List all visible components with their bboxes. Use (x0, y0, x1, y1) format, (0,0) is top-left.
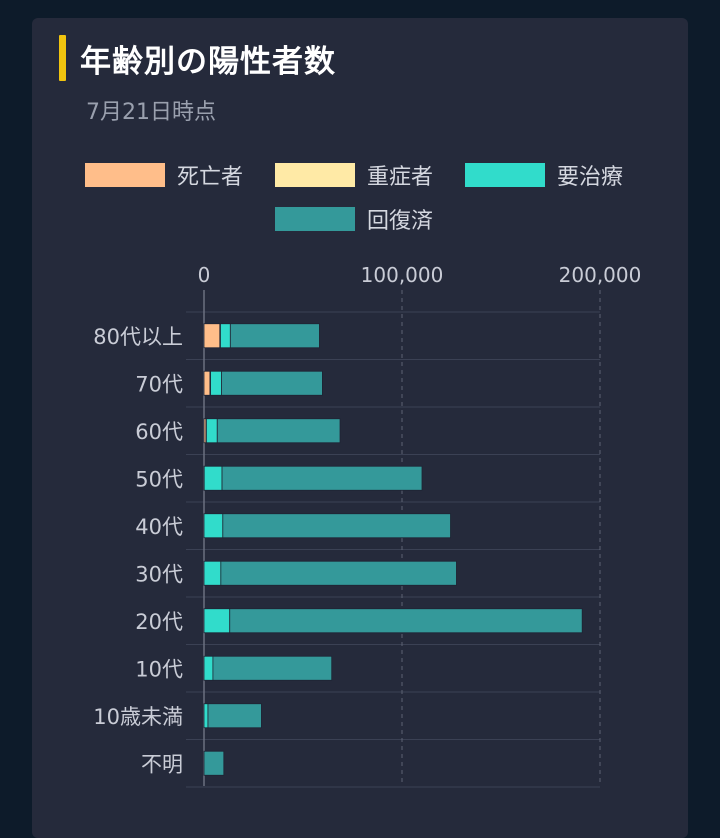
bar-segment (213, 656, 332, 680)
bar-segment (204, 609, 230, 633)
category-label: 70代 (135, 372, 183, 396)
bar-segment (204, 324, 220, 348)
bar-segment (222, 466, 422, 490)
bar-segment (204, 751, 224, 775)
x-tick-label: 200,000 (559, 263, 642, 287)
x-tick-label: 0 (198, 263, 211, 287)
bar-segment (204, 656, 213, 680)
bar-segment (221, 371, 322, 395)
category-label: 20代 (135, 610, 183, 634)
stacked-bar-chart: 0 100,000 200,000 80代以上 70代 60代 50代 40代 30代 20代 10… (0, 0, 720, 818)
bar-segment (230, 324, 319, 348)
x-tick-label: 100,000 (361, 263, 444, 287)
bar-segment (204, 561, 221, 585)
bar-segment (220, 324, 230, 348)
category-label: 30代 (135, 562, 183, 586)
bar-segment (230, 609, 582, 633)
bar-segment (204, 514, 223, 538)
bar-segment (204, 704, 208, 728)
bar-segment (204, 466, 222, 490)
bar-segment (204, 371, 210, 395)
category-label: 10歳未満 (93, 705, 183, 729)
category-label: 40代 (135, 515, 183, 539)
category-label: 50代 (135, 467, 183, 491)
category-label: 10代 (135, 657, 183, 681)
bar-segment (217, 419, 340, 443)
bar-segment (223, 514, 451, 538)
category-label: 60代 (135, 420, 183, 444)
bar-segment (211, 371, 222, 395)
category-label: 不明 (141, 752, 183, 776)
bar-segment (208, 704, 261, 728)
bar-segment (206, 419, 217, 443)
category-label: 80代以上 (93, 325, 183, 349)
bar-segment (221, 561, 457, 585)
